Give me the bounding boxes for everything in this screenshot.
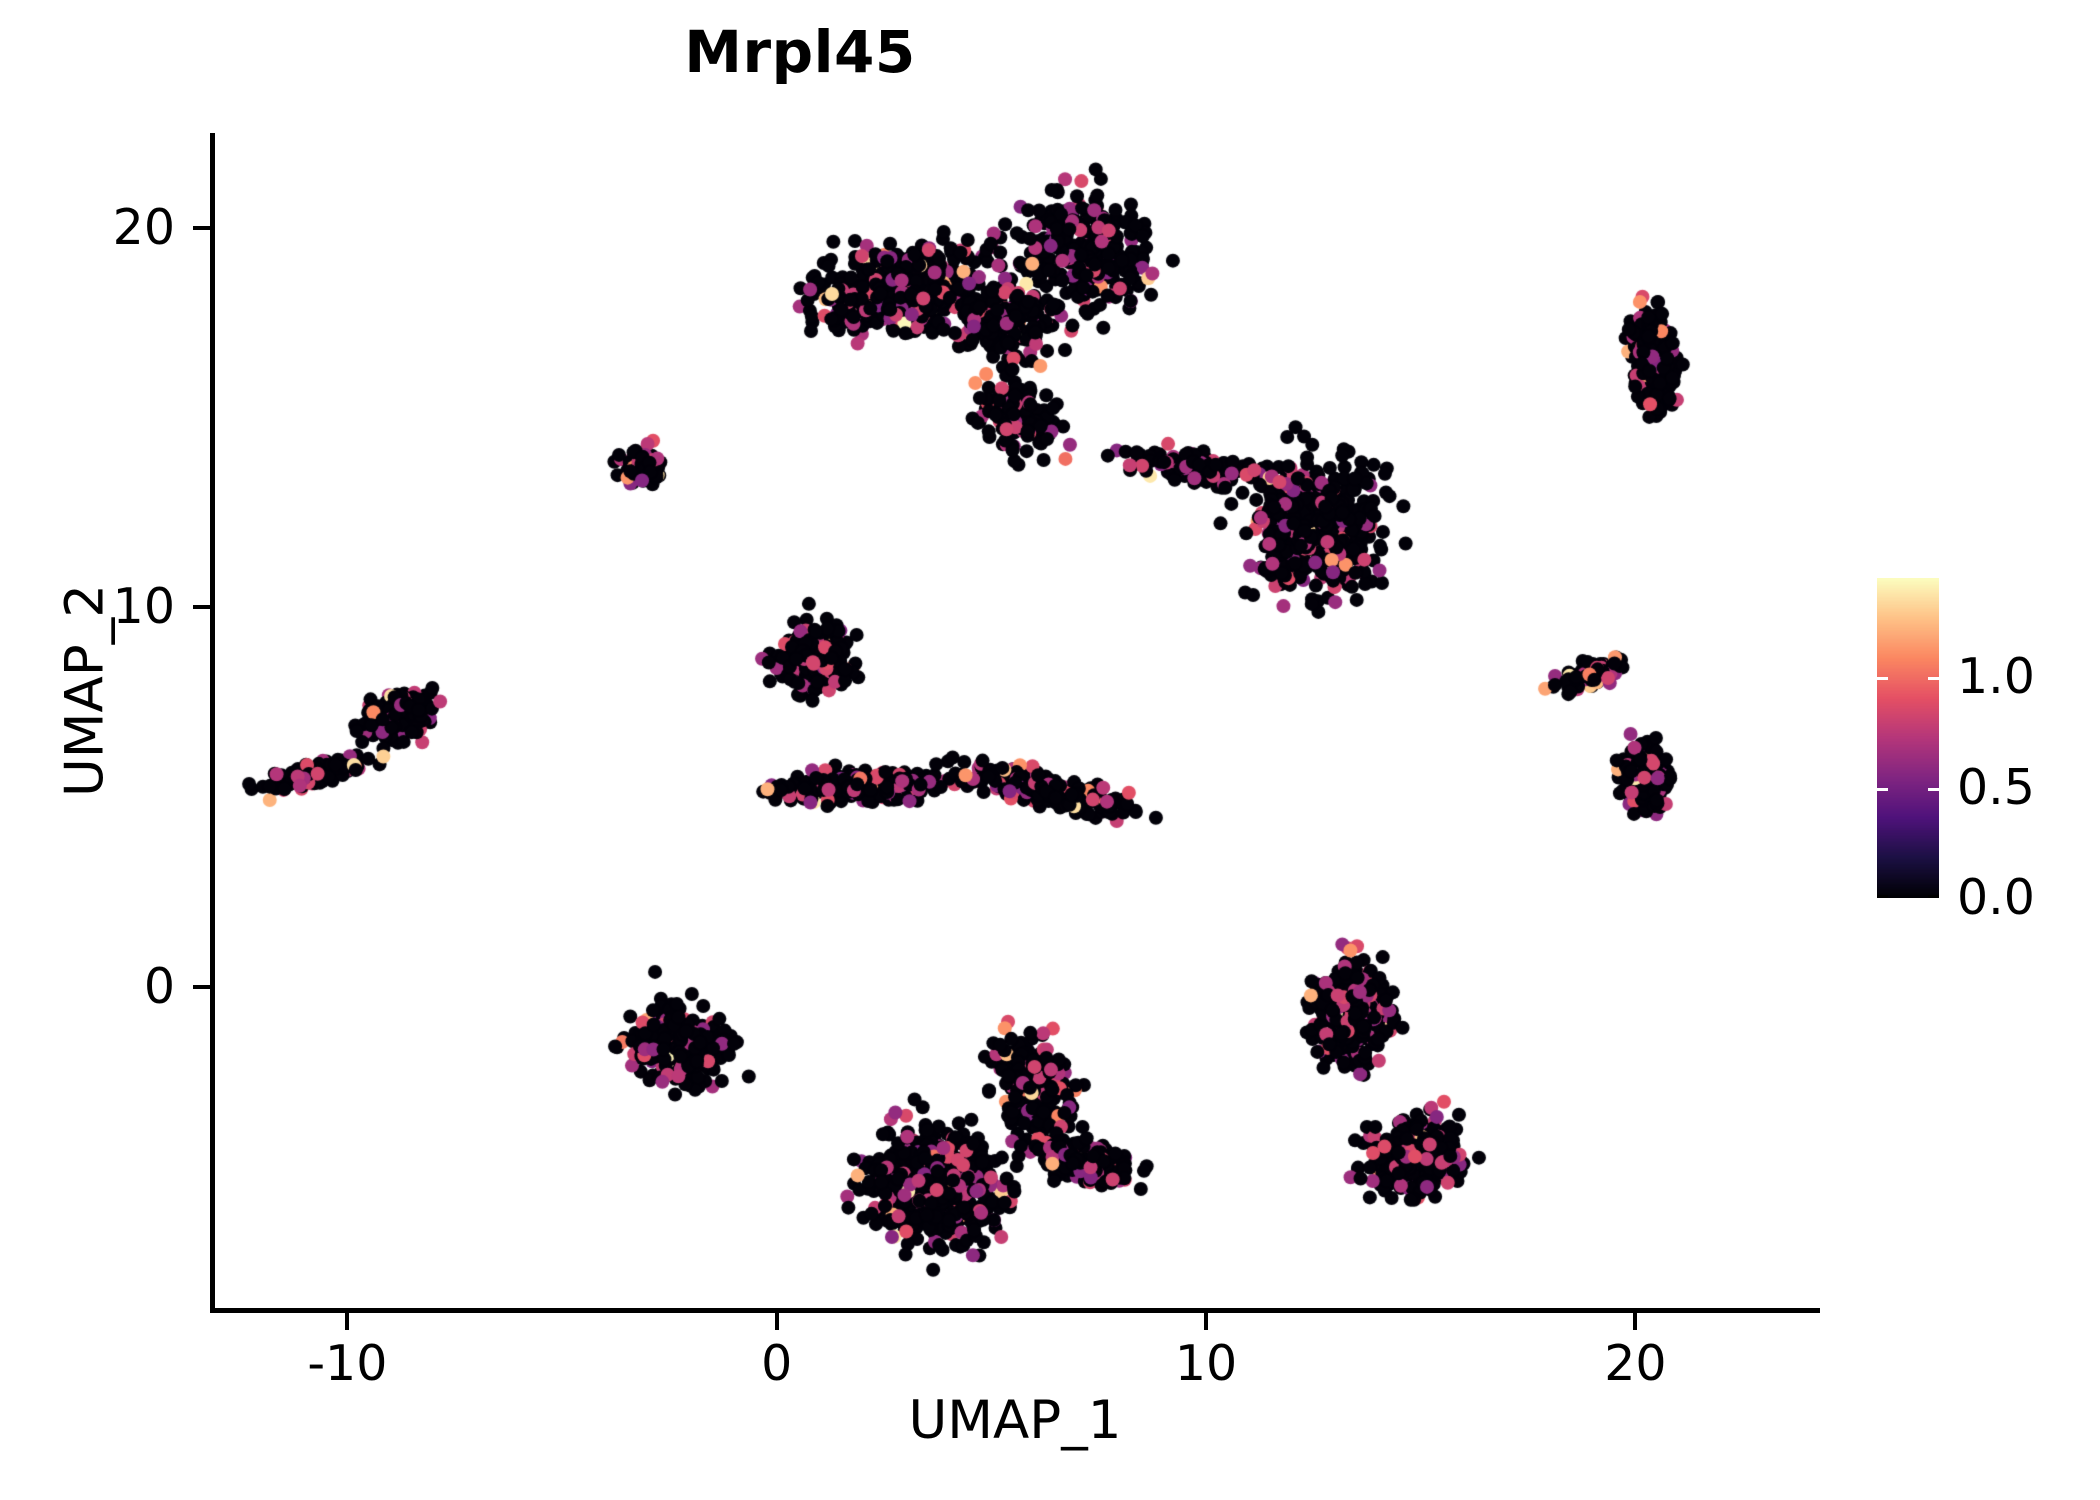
plot-axes: -10 0 10 20 0 10 20	[113, 133, 1820, 1392]
colorbar-tick-mark	[1928, 787, 1939, 791]
colorbar-tick-mark	[1877, 787, 1888, 791]
colorbar-tick-mark	[1928, 895, 1939, 898]
colorbar-tick-mark	[1928, 677, 1939, 681]
y-axis-label: UMAP_2	[54, 584, 116, 797]
x-axis-spine	[210, 1308, 1820, 1313]
colorbar-tick-mark	[1877, 677, 1888, 681]
y-tick-mark	[193, 605, 210, 610]
y-tick-mark	[193, 225, 210, 230]
x-tick-mark	[774, 1313, 779, 1330]
y-tick-label: 0	[143, 957, 175, 1015]
x-tick-mark	[345, 1313, 350, 1330]
colorbar-tick-label: 0.5	[1957, 758, 2035, 816]
y-tick-label: 20	[112, 198, 175, 256]
y-tick-label: 10	[112, 578, 175, 636]
y-tick-mark	[193, 984, 210, 989]
colorbar-tick-mark	[1877, 895, 1888, 898]
x-tick-label: -10	[307, 1335, 388, 1392]
colorbar-tick-label: 0.0	[1957, 869, 2035, 926]
y-axis-spine	[210, 133, 215, 1313]
x-tick-mark	[1204, 1313, 1209, 1330]
page-title: Mrpl45	[684, 18, 916, 86]
x-tick-label: 0	[761, 1335, 793, 1392]
colorbar-tick-label: 1.0	[1957, 648, 2035, 706]
colorbar	[1877, 578, 1939, 898]
scatter-canvas	[210, 133, 1820, 1313]
x-tick-label: 20	[1604, 1335, 1667, 1392]
x-axis-label: UMAP_1	[908, 1390, 1122, 1451]
x-tick-label: 10	[1174, 1335, 1238, 1392]
colorbar-gradient	[1877, 578, 1939, 898]
x-tick-mark	[1633, 1313, 1638, 1330]
